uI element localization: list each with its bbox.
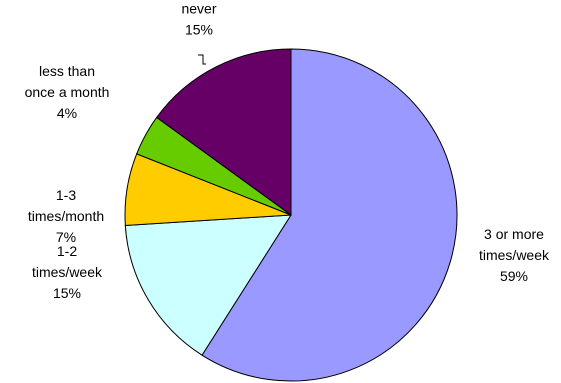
slice-category-label: once a month <box>25 84 110 100</box>
slice-percent-label: 15% <box>185 22 213 38</box>
pie-slice-1-2-times-week <box>124 214 292 356</box>
slice-category-label: never <box>181 1 216 17</box>
pie-slices <box>124 48 458 382</box>
slice-category-label: 1-2 <box>57 243 77 259</box>
pie-labels: 3 or more times/week 59%1-2 times/week 15%1-… <box>25 1 550 302</box>
slice-category-label: less than <box>39 63 95 79</box>
slice-label-1-2-times-week: 1-2 times/week 15% <box>32 243 103 301</box>
pie-slice-never <box>156 48 292 216</box>
slice-percent-label: 15% <box>53 285 81 301</box>
slice-category-label: 3 or more <box>484 226 544 242</box>
never-label-leader-line <box>198 54 206 65</box>
slice-percent-label: 59% <box>500 268 528 284</box>
slice-category-label: times/week <box>479 247 550 263</box>
slice-category-label: times/month <box>28 208 104 224</box>
slice-label-1-3-times-month: 1-3 times/month 7% <box>28 187 104 245</box>
slice-percent-label: 4% <box>57 105 77 121</box>
slice-label-3-or-more-times-week: 3 or more times/week 59% <box>479 226 550 284</box>
slice-percent-label: 7% <box>56 229 76 245</box>
slice-category-label: 1-3 <box>56 187 76 203</box>
pie-slice-3-or-more-times-week <box>201 48 458 382</box>
slice-label-never: never 15% <box>181 1 216 38</box>
slice-label-less-than-once-a-month: less than once a month 4% <box>25 63 110 121</box>
slice-category-label: times/week <box>32 264 103 280</box>
